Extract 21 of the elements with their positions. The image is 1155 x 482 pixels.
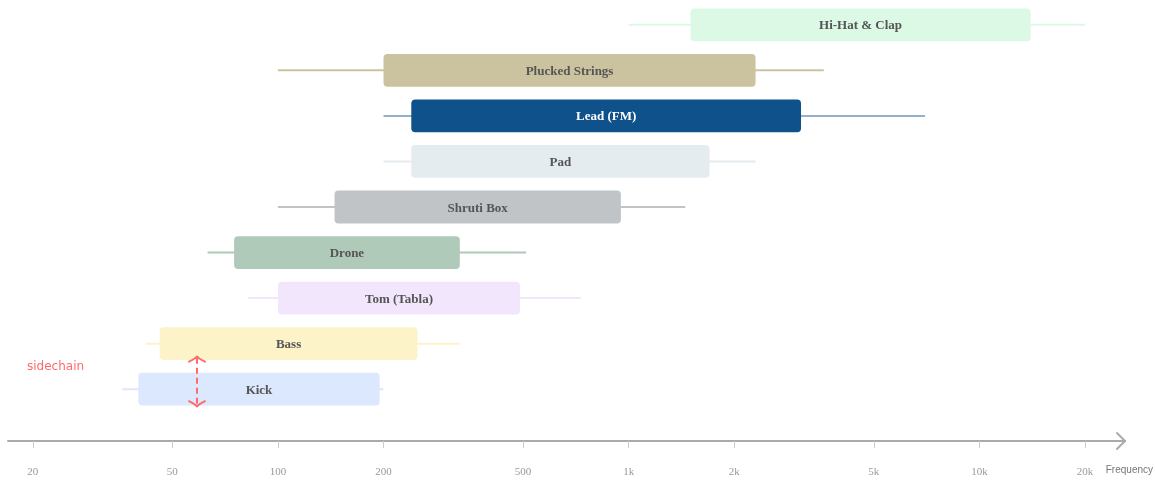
y-tick-label: Tom (Tabla) (364, 290, 433, 306)
x-tick-label: 200 (375, 464, 393, 477)
x-axis-title: Frequency (1105, 463, 1153, 475)
y-tick-label: Plucked Strings (525, 62, 614, 78)
y-tick-label: Bass (275, 336, 302, 352)
y-tick-label: Drone (329, 245, 365, 261)
y-tick-label: Hi-Hat & Clap (819, 17, 903, 33)
x-tick-label: 10k (971, 464, 989, 477)
x-tick-label: 20k (1076, 464, 1094, 477)
x-tick-label: 50 (166, 464, 179, 477)
x-tick-label: 20 (27, 464, 39, 477)
x-tick-label: 5k (868, 464, 880, 477)
y-tick-label: Kick (245, 381, 274, 397)
x-tick-label: 1k (623, 464, 635, 477)
y-tick-label: Shruti Box (447, 199, 509, 215)
x-tick-label: 2k (728, 464, 741, 477)
x-tick-label: 100 (269, 464, 287, 477)
x-tick-label: 500 (514, 464, 532, 477)
annotation: sidechain (27, 359, 85, 374)
y-tick-label: Pad (549, 153, 573, 169)
y-tick-label: Lead (FM) (576, 108, 637, 124)
